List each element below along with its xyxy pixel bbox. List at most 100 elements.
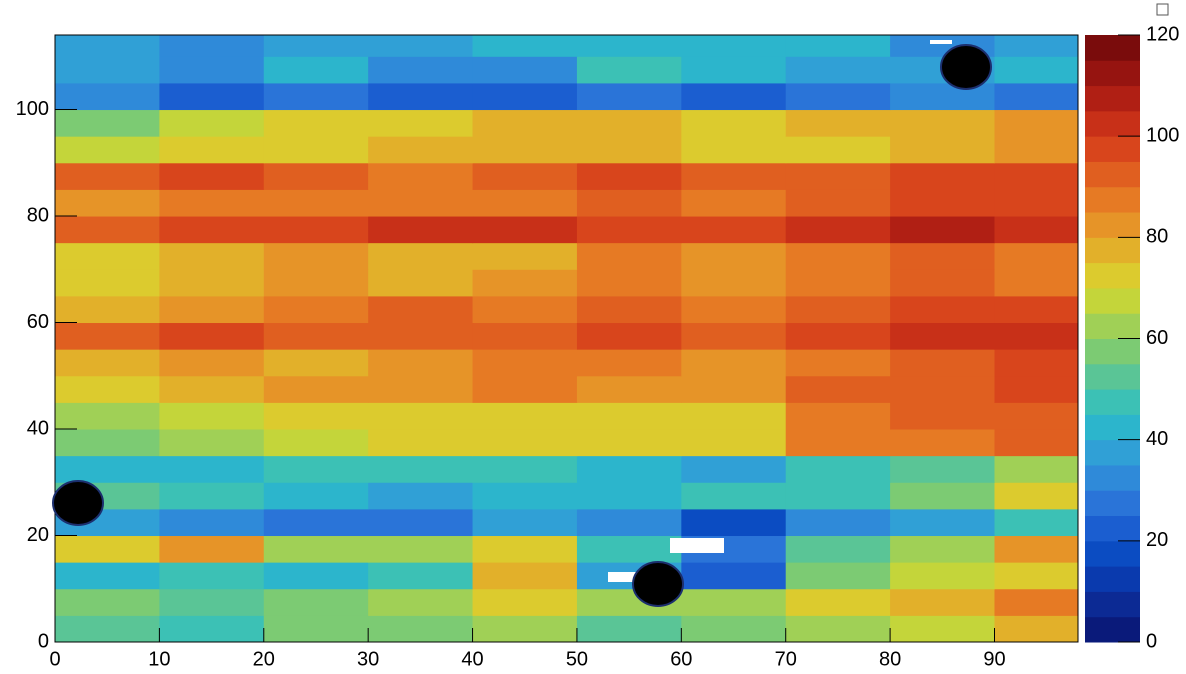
cell [472, 588, 578, 616]
color-band [1085, 540, 1140, 567]
cell [263, 216, 369, 244]
cell [263, 242, 369, 270]
cell [890, 189, 995, 217]
cell [472, 35, 578, 57]
cell [472, 109, 578, 137]
cell [55, 429, 160, 457]
icon [1156, 3, 1169, 16]
cell [785, 535, 891, 563]
cell [472, 429, 578, 457]
cell [785, 429, 891, 457]
cell [368, 35, 474, 57]
cell [368, 109, 474, 137]
cell [890, 322, 995, 350]
cell [368, 535, 474, 563]
cell [159, 349, 265, 377]
cell [159, 482, 265, 510]
cell [263, 562, 369, 590]
cell [263, 508, 369, 537]
cell [368, 322, 474, 350]
color-band [1085, 287, 1140, 314]
cell [368, 136, 474, 164]
cell [55, 189, 160, 217]
cell [472, 189, 578, 217]
color-band [1085, 212, 1140, 238]
cell [368, 189, 474, 217]
cell [159, 429, 265, 457]
cell [994, 349, 1079, 377]
cell [55, 562, 160, 590]
cell [159, 615, 265, 643]
cell [472, 535, 578, 563]
cell [785, 56, 891, 84]
cell [55, 402, 160, 430]
cell [159, 56, 265, 84]
cell [576, 136, 682, 164]
cell [472, 269, 578, 297]
cell [994, 242, 1079, 270]
cell [890, 242, 995, 270]
x-tick-label: 40 [461, 648, 483, 670]
cell [159, 136, 265, 164]
cell [994, 615, 1079, 643]
cell [994, 295, 1079, 324]
cell [576, 189, 682, 217]
cell [55, 82, 160, 111]
cell [263, 162, 369, 190]
cell [263, 35, 369, 57]
cell [55, 349, 160, 377]
cell [681, 136, 787, 164]
cell [576, 269, 682, 297]
cell [472, 375, 578, 403]
color-bar: 0 20 40 60 80 100 120 [1085, 23, 1179, 652]
color-band [1085, 110, 1140, 137]
cell [368, 402, 474, 430]
color-band [1085, 389, 1140, 415]
cell [785, 109, 891, 137]
cell [368, 349, 474, 377]
cell [994, 429, 1079, 457]
cell [576, 322, 682, 350]
cell [263, 535, 369, 563]
y-tick-label: 20 [27, 524, 49, 546]
cell [681, 562, 787, 590]
cell [785, 508, 891, 537]
cell [159, 189, 265, 217]
cell [681, 295, 787, 324]
cell [785, 562, 891, 590]
cell [994, 562, 1079, 590]
cell [681, 615, 787, 643]
cell [890, 508, 995, 537]
cell [994, 82, 1079, 111]
cell [681, 35, 787, 57]
marker [940, 44, 992, 90]
cell [994, 216, 1079, 244]
cell [368, 162, 474, 190]
cell [263, 295, 369, 324]
cell [681, 269, 787, 297]
cell [263, 402, 369, 430]
cell [159, 162, 265, 190]
cell [681, 349, 787, 377]
cell [681, 322, 787, 350]
cell [263, 429, 369, 457]
color-tick-label: 100 [1146, 124, 1179, 146]
marker [632, 561, 684, 607]
cell [890, 482, 995, 510]
cell [576, 455, 682, 483]
cell [55, 615, 160, 643]
cell [576, 109, 682, 137]
cell [890, 269, 995, 297]
cell [994, 482, 1079, 510]
cell [785, 242, 891, 270]
cell [681, 508, 787, 537]
x-tick-label: 0 [49, 648, 60, 670]
cell [368, 482, 474, 510]
cell [263, 322, 369, 350]
cell [994, 402, 1079, 430]
cell [785, 136, 891, 164]
cell [263, 56, 369, 84]
cell [681, 588, 787, 616]
cell [681, 429, 787, 457]
